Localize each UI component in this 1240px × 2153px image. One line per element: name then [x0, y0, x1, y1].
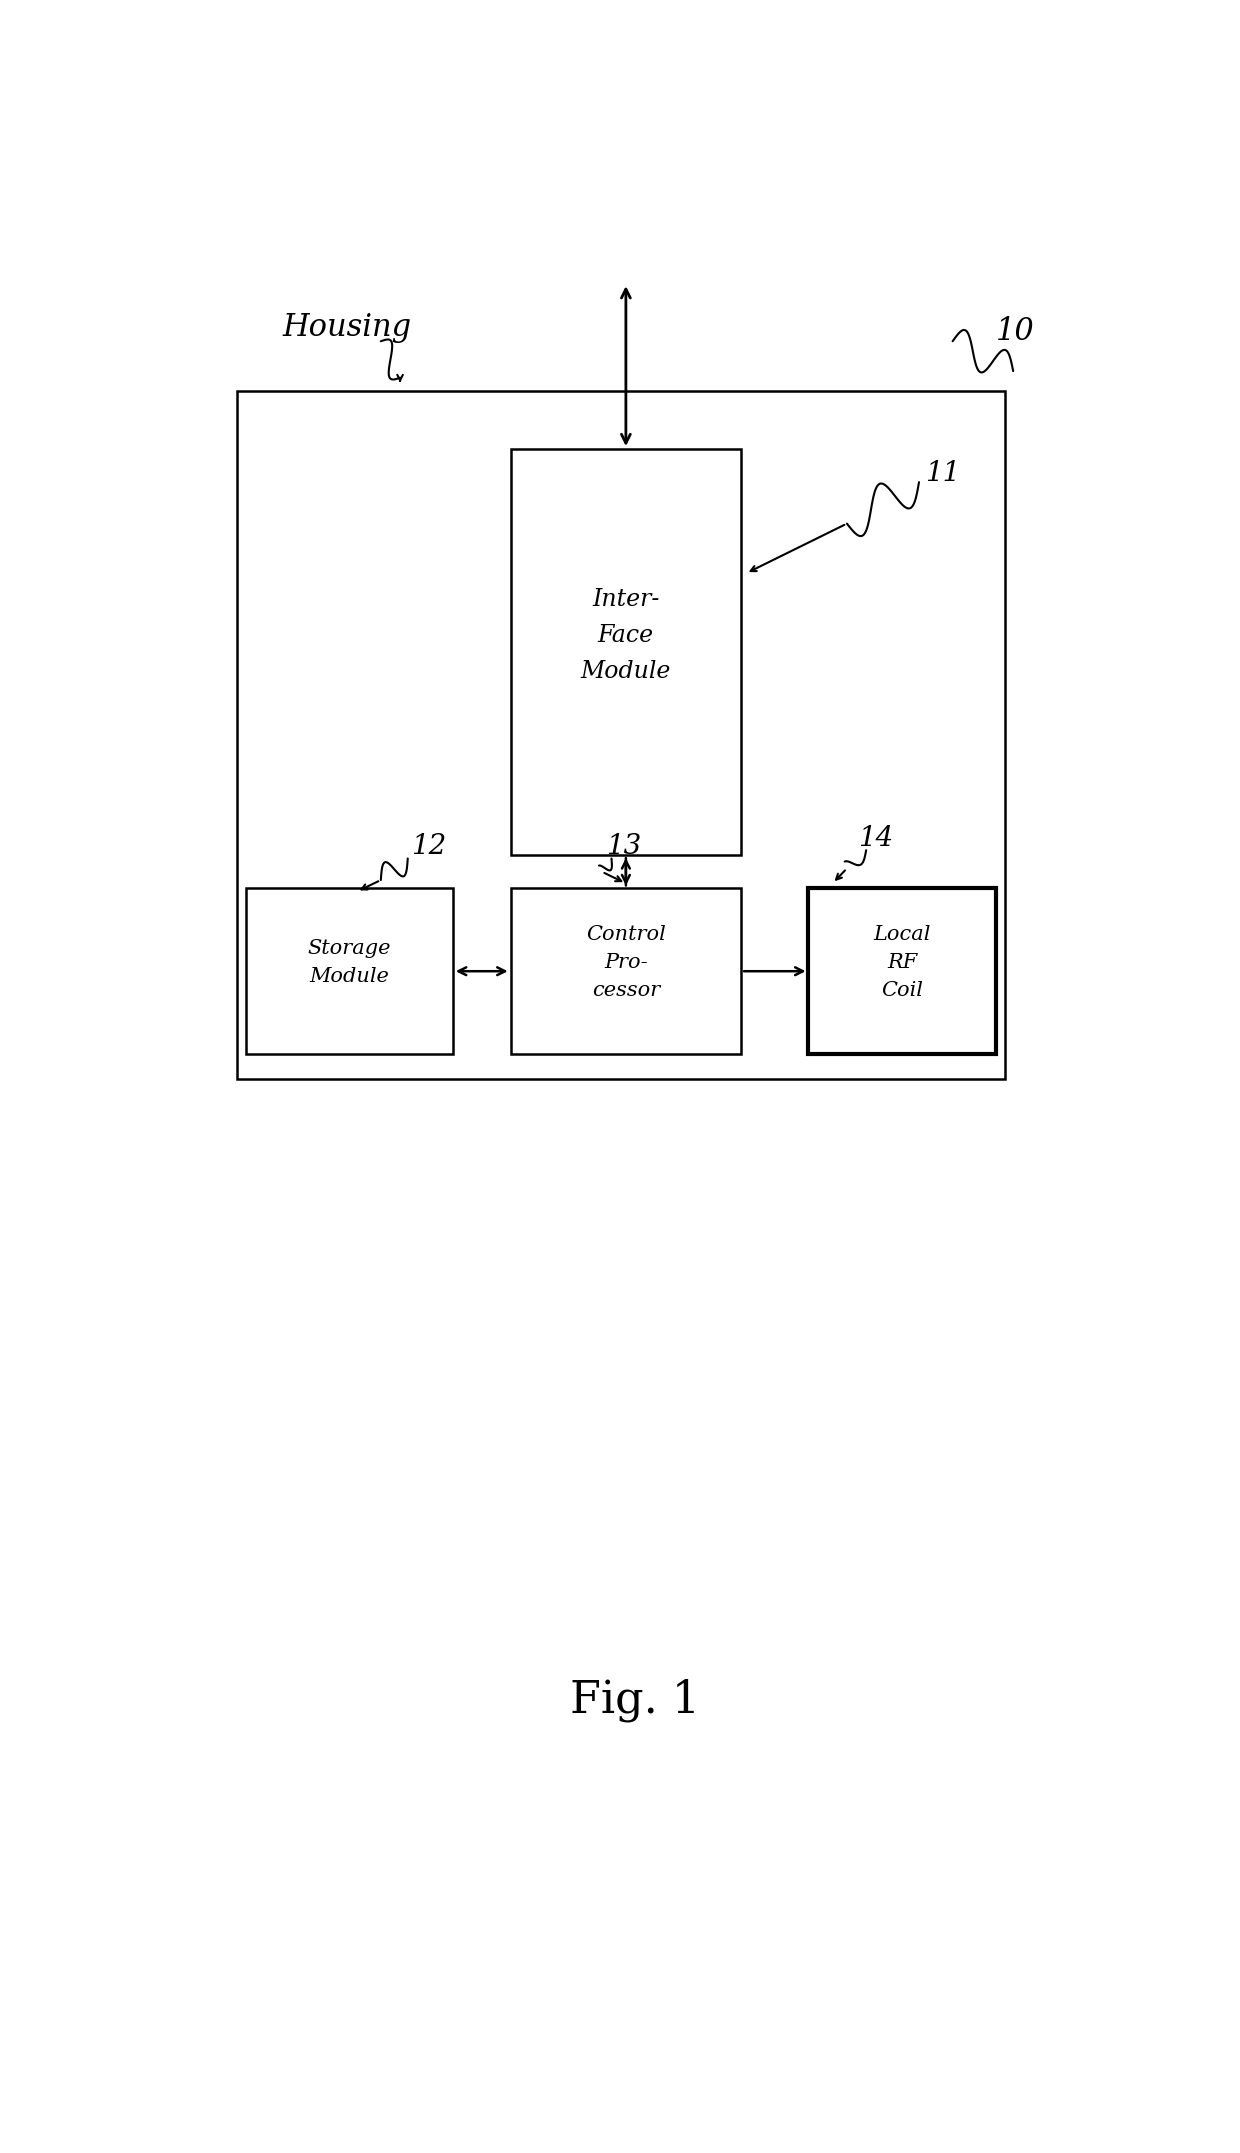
Text: 12: 12 — [412, 833, 446, 861]
FancyArrowPatch shape — [361, 881, 378, 889]
Bar — [808, 889, 996, 1055]
FancyArrowPatch shape — [836, 870, 844, 881]
FancyArrowPatch shape — [622, 861, 630, 885]
Bar — [511, 450, 742, 855]
FancyArrowPatch shape — [750, 525, 844, 571]
Bar — [511, 889, 742, 1055]
Text: Local
RF
Coil: Local RF Coil — [873, 926, 931, 1001]
Text: 10: 10 — [996, 316, 1034, 347]
Text: Fig. 1: Fig. 1 — [570, 1679, 701, 1722]
FancyArrowPatch shape — [744, 967, 804, 975]
Text: 14: 14 — [858, 825, 893, 853]
Text: 11: 11 — [925, 461, 961, 487]
Bar — [237, 392, 1006, 1079]
FancyArrowPatch shape — [622, 857, 630, 883]
FancyArrowPatch shape — [621, 289, 630, 444]
Text: Housing: Housing — [283, 312, 412, 344]
Bar — [247, 889, 453, 1055]
Text: 13: 13 — [606, 833, 641, 861]
FancyArrowPatch shape — [459, 967, 505, 975]
Text: Inter-
Face
Module: Inter- Face Module — [580, 588, 671, 683]
Text: Control
Pro-
cessor: Control Pro- cessor — [587, 926, 666, 1001]
FancyArrowPatch shape — [604, 872, 621, 881]
Text: Storage
Module: Storage Module — [308, 939, 392, 986]
